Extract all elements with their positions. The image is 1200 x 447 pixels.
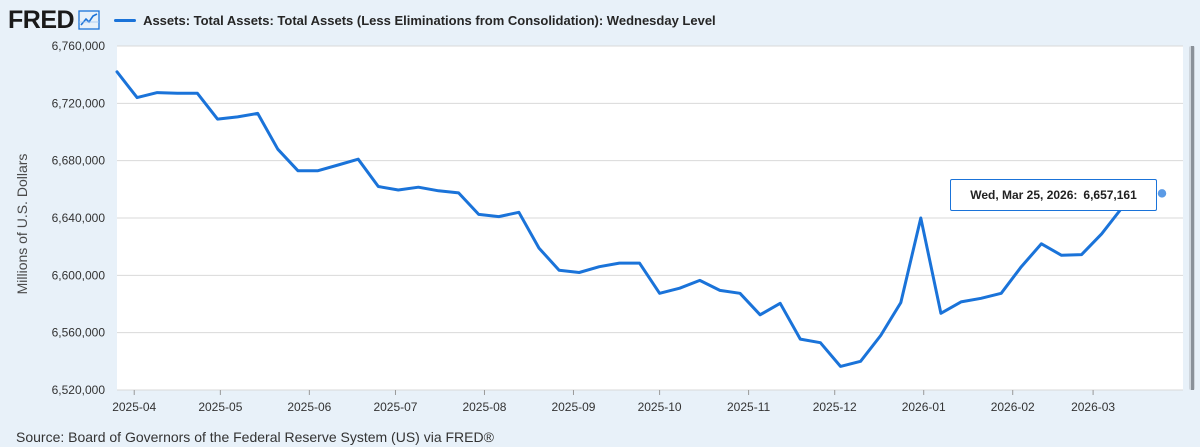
x-tick-label: 2026-03 [1071, 400, 1115, 414]
x-tick-label: 2025-11 [727, 400, 770, 414]
x-tick-label: 2025-04 [112, 400, 156, 414]
x-tick-label: 2026-02 [991, 400, 1035, 414]
tooltip-value: 6,657,161 [1083, 188, 1137, 202]
x-tick-label: 2025-12 [813, 400, 857, 414]
x-tick-label: 2025-05 [198, 400, 242, 414]
x-tick-label: 2025-10 [638, 400, 682, 414]
y-tick-label: 6,680,000 [52, 154, 106, 168]
highlight-point [1156, 187, 1168, 200]
fred-logo[interactable]: FRED [8, 6, 75, 34]
source-note: Source: Board of Governors of the Federa… [16, 429, 494, 445]
y-tick-label: 6,760,000 [52, 39, 106, 53]
y-tick-label: 6,720,000 [52, 96, 106, 110]
header: FRED Assets: Total Assets: Total Assets … [8, 6, 716, 34]
x-tick-label: 2025-07 [373, 400, 417, 414]
y-tick-label: 6,520,000 [52, 383, 106, 397]
x-tick-label: 2025-09 [551, 400, 595, 414]
y-tick-label: 6,560,000 [52, 326, 106, 340]
tooltip: Wed, Mar 25, 2026: 6,657,161 [950, 179, 1157, 211]
y-tick-label: 6,600,000 [52, 268, 106, 282]
y-tick-label: 6,640,000 [52, 211, 106, 225]
series-line [115, 70, 1164, 368]
x-tick-label: 2026-01 [902, 400, 946, 414]
tooltip-date: Wed, Mar 25, 2026: [970, 188, 1078, 202]
chart-line-icon [78, 10, 100, 30]
scrollbar-thumb[interactable] [1191, 46, 1194, 390]
x-tick-label: 2025-08 [462, 400, 506, 414]
legend-label: Assets: Total Assets: Total Assets (Less… [143, 12, 716, 28]
x-tick-label: 2025-06 [287, 400, 331, 414]
legend: Assets: Total Assets: Total Assets (Less… [114, 13, 716, 28]
legend-swatch [114, 18, 137, 22]
